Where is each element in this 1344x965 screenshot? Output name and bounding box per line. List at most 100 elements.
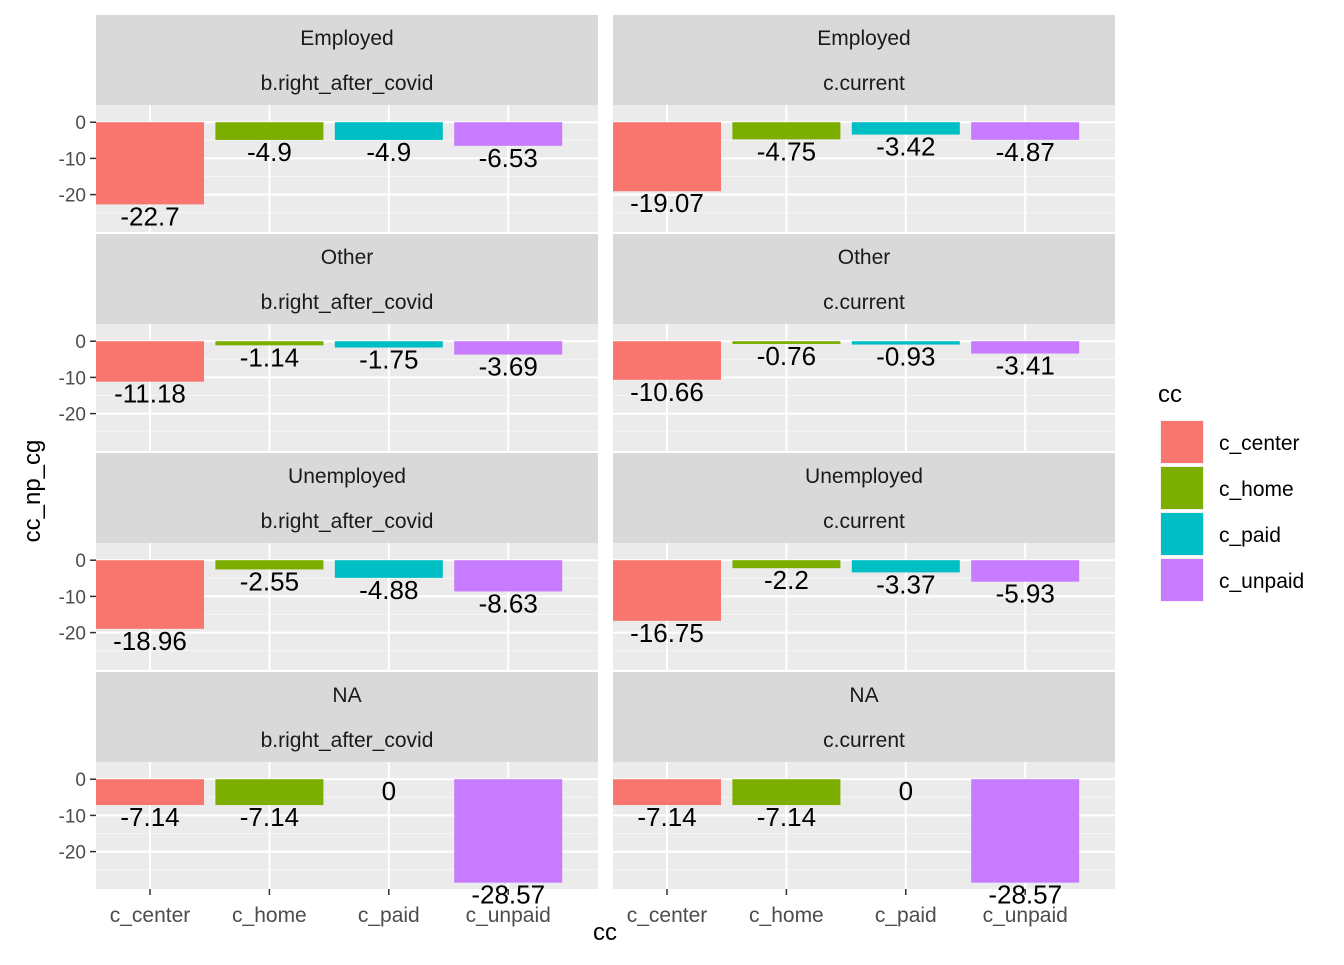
legend-label: c_center <box>1219 432 1300 455</box>
bar-c_center <box>613 122 721 192</box>
legend-title: cc <box>1158 381 1182 408</box>
legend-label: c_paid <box>1219 524 1281 547</box>
bar-c_home <box>732 779 841 806</box>
x-tick-label: c_unpaid <box>983 904 1068 927</box>
legend-label: c_home <box>1219 478 1294 501</box>
bar-c_unpaid <box>971 560 1080 582</box>
facet-strip-group <box>96 672 598 717</box>
bar-value-label: -19.07 <box>630 188 704 218</box>
facet-strip-period <box>96 717 598 762</box>
facet-strip-period-label: c.current <box>823 510 905 533</box>
facet-strip-group <box>613 234 1115 279</box>
facet-strip-group <box>613 453 1115 498</box>
bar-value-label: 0 <box>382 776 396 806</box>
y-tick-label: -20 <box>59 405 86 426</box>
bar-value-label: -4.9 <box>366 137 411 167</box>
bar-value-label: -4.87 <box>996 137 1055 167</box>
bar-c_center <box>96 341 204 382</box>
bar-value-label: -0.93 <box>876 342 935 372</box>
bar-c_paid <box>851 122 960 135</box>
facet-strip-group-label: Unemployed <box>288 465 406 488</box>
y-tick-label: 0 <box>75 551 86 572</box>
x-tick-label: c_home <box>749 904 824 927</box>
facet-strip-period <box>96 60 598 105</box>
legend-key-c_home <box>1161 467 1203 509</box>
facet-strip-period <box>96 498 598 543</box>
y-tick-label: -10 <box>59 368 86 389</box>
bar-value-label: -1.75 <box>359 345 418 375</box>
legend-label: c_unpaid <box>1219 570 1304 593</box>
bar-c_unpaid <box>971 122 1080 140</box>
bar-value-label: -4.75 <box>757 136 816 166</box>
facet-strip-period <box>96 279 598 324</box>
bar-c_home <box>732 341 841 344</box>
y-tick-label: 0 <box>75 770 86 791</box>
bar-c_center <box>96 779 204 806</box>
bar-value-label: -10.66 <box>630 377 704 407</box>
bar-c_center <box>613 341 721 380</box>
bar-c_home <box>215 341 324 346</box>
facet-strip-group-label: NA <box>332 684 361 707</box>
x-axis-title: cc <box>593 919 617 946</box>
x-tick-label: c_paid <box>875 904 937 927</box>
facet-strip-group <box>96 15 598 60</box>
x-tick-label: c_paid <box>358 904 420 927</box>
bar-value-label: -16.75 <box>630 618 704 648</box>
bar-c_unpaid <box>454 560 563 592</box>
x-tick-label: c_center <box>110 904 191 927</box>
bar-c_home <box>215 122 324 140</box>
bar-value-label: -4.88 <box>359 575 418 605</box>
bar-value-label: -2.55 <box>240 566 299 596</box>
legend-key-c_paid <box>1161 513 1203 555</box>
bar-value-label: -6.53 <box>479 143 538 173</box>
facet-strip-group <box>613 15 1115 60</box>
facet-strip-group <box>96 234 598 279</box>
facet-strip-period-label: c.current <box>823 729 905 752</box>
bar-c_center <box>613 560 721 621</box>
facet-strip-group <box>96 453 598 498</box>
bar-c_unpaid <box>971 779 1080 883</box>
x-tick-label: c_center <box>627 904 708 927</box>
x-tick-label: c_unpaid <box>466 904 551 927</box>
facet-strip-period-label: c.current <box>823 291 905 314</box>
bar-c_paid <box>334 341 443 348</box>
y-tick-label: -20 <box>59 624 86 645</box>
facet-strip-group-label: Other <box>838 246 891 269</box>
bar-value-label: -18.96 <box>113 626 187 656</box>
bar-value-label: -8.63 <box>479 588 538 618</box>
bar-value-label: -3.42 <box>876 132 935 162</box>
bar-value-label: -0.76 <box>757 341 816 371</box>
bar-c_unpaid <box>454 341 563 355</box>
y-tick-label: -20 <box>59 843 86 864</box>
facet-strip-group-label: Other <box>321 246 374 269</box>
y-tick-label: -10 <box>59 149 86 170</box>
bar-c_paid <box>334 122 443 140</box>
bar-c_center <box>96 122 204 205</box>
y-axis-title: cc_np_cg <box>19 440 46 543</box>
y-tick-label: -10 <box>59 587 86 608</box>
bar-value-label: -2.2 <box>764 565 809 595</box>
bar-value-label: 0 <box>899 776 913 806</box>
facet-strip-group-label: Employed <box>817 27 910 50</box>
facet-strip-period <box>613 60 1115 105</box>
facet-strip-period <box>613 717 1115 762</box>
bar-value-label: -7.14 <box>240 802 299 832</box>
bar-value-label: -3.37 <box>876 569 935 599</box>
y-tick-label: -10 <box>59 806 86 827</box>
bar-value-label: -3.69 <box>479 352 538 382</box>
bar-value-label: -7.14 <box>120 802 179 832</box>
facet-strip-group-label: NA <box>849 684 878 707</box>
bar-c_home <box>215 560 324 570</box>
facet-strip-period-label: b.right_after_covid <box>261 72 434 95</box>
bar-c_home <box>215 779 324 806</box>
facet-strip-period-label: b.right_after_covid <box>261 729 434 752</box>
legend-key-c_unpaid <box>1161 559 1203 601</box>
bar-value-label: -5.93 <box>996 579 1055 609</box>
bar-value-label: -11.18 <box>114 379 186 409</box>
facet-strip-period <box>613 279 1115 324</box>
bar-value-label: -1.14 <box>240 342 299 372</box>
legend-key-c_center <box>1161 421 1203 463</box>
bar-value-label: -4.9 <box>247 137 292 167</box>
